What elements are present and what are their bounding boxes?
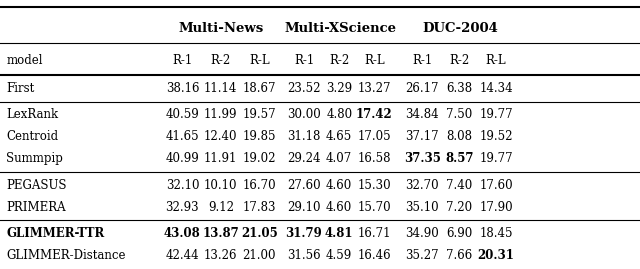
Text: 11.99: 11.99	[204, 108, 237, 121]
Text: 19.02: 19.02	[243, 153, 276, 165]
Text: R-2: R-2	[211, 54, 231, 67]
Text: LexRank: LexRank	[6, 108, 58, 121]
Text: R-1: R-1	[294, 54, 314, 67]
Text: 37.35: 37.35	[404, 153, 441, 165]
Text: 42.44: 42.44	[166, 249, 199, 262]
Text: 17.42: 17.42	[356, 108, 393, 121]
Text: 19.52: 19.52	[479, 130, 513, 143]
Text: 7.50: 7.50	[446, 108, 473, 121]
Text: 3.29: 3.29	[326, 82, 352, 95]
Text: 19.57: 19.57	[243, 108, 276, 121]
Text: 26.17: 26.17	[406, 82, 439, 95]
Text: 19.85: 19.85	[243, 130, 276, 143]
Text: PRIMERA: PRIMERA	[6, 201, 66, 214]
Text: 34.84: 34.84	[406, 108, 439, 121]
Text: 18.45: 18.45	[479, 227, 513, 240]
Text: First: First	[6, 82, 35, 95]
Text: 32.70: 32.70	[406, 179, 439, 192]
Text: 4.60: 4.60	[326, 179, 353, 192]
Text: 4.81: 4.81	[325, 227, 353, 240]
Text: 41.65: 41.65	[166, 130, 199, 143]
Text: R-2: R-2	[449, 54, 470, 67]
Text: Multi-News: Multi-News	[178, 22, 264, 35]
Text: 15.70: 15.70	[358, 201, 391, 214]
Text: R-2: R-2	[329, 54, 349, 67]
Text: 11.91: 11.91	[204, 153, 237, 165]
Text: GLIMMER-Distance: GLIMMER-Distance	[6, 249, 126, 262]
Text: R-L: R-L	[486, 54, 506, 67]
Text: Summpip: Summpip	[6, 153, 63, 165]
Text: DUC-2004: DUC-2004	[422, 22, 498, 35]
Text: 29.24: 29.24	[287, 153, 321, 165]
Text: 17.83: 17.83	[243, 201, 276, 214]
Text: 40.99: 40.99	[166, 153, 199, 165]
Text: 40.59: 40.59	[166, 108, 199, 121]
Text: 16.58: 16.58	[358, 153, 391, 165]
Text: 6.90: 6.90	[446, 227, 473, 240]
Text: 31.18: 31.18	[287, 130, 321, 143]
Text: 13.27: 13.27	[358, 82, 391, 95]
Text: 21.05: 21.05	[241, 227, 278, 240]
Text: 23.52: 23.52	[287, 82, 321, 95]
Text: 16.70: 16.70	[243, 179, 276, 192]
Text: 37.17: 37.17	[406, 130, 439, 143]
Text: 7.20: 7.20	[447, 201, 472, 214]
Text: 10.10: 10.10	[204, 179, 237, 192]
Text: 34.90: 34.90	[406, 227, 439, 240]
Text: 17.05: 17.05	[358, 130, 391, 143]
Text: R-1: R-1	[172, 54, 193, 67]
Text: 35.10: 35.10	[406, 201, 439, 214]
Text: 18.67: 18.67	[243, 82, 276, 95]
Text: 32.93: 32.93	[166, 201, 199, 214]
Text: 32.10: 32.10	[166, 179, 199, 192]
Text: 38.16: 38.16	[166, 82, 199, 95]
Text: 43.08: 43.08	[164, 227, 201, 240]
Text: 19.77: 19.77	[479, 153, 513, 165]
Text: 8.57: 8.57	[445, 153, 474, 165]
Text: GLIMMER-TTR: GLIMMER-TTR	[6, 227, 105, 240]
Text: 16.46: 16.46	[358, 249, 391, 262]
Text: 4.60: 4.60	[326, 201, 353, 214]
Text: R-L: R-L	[364, 54, 385, 67]
Text: 17.90: 17.90	[479, 201, 513, 214]
Text: 4.59: 4.59	[326, 249, 353, 262]
Text: 4.07: 4.07	[326, 153, 353, 165]
Text: 7.40: 7.40	[446, 179, 473, 192]
Text: 4.80: 4.80	[326, 108, 352, 121]
Text: R-L: R-L	[249, 54, 269, 67]
Text: Centroid: Centroid	[6, 130, 58, 143]
Text: 4.65: 4.65	[326, 130, 353, 143]
Text: 29.10: 29.10	[287, 201, 321, 214]
Text: 35.27: 35.27	[406, 249, 439, 262]
Text: 27.60: 27.60	[287, 179, 321, 192]
Text: Multi-XScience: Multi-XScience	[285, 22, 397, 35]
Text: R-1: R-1	[412, 54, 433, 67]
Text: 17.60: 17.60	[479, 179, 513, 192]
Text: 20.31: 20.31	[477, 249, 515, 262]
Text: 13.87: 13.87	[202, 227, 239, 240]
Text: model: model	[6, 54, 43, 67]
Text: 9.12: 9.12	[208, 201, 234, 214]
Text: 15.30: 15.30	[358, 179, 391, 192]
Text: 19.77: 19.77	[479, 108, 513, 121]
Text: 21.00: 21.00	[243, 249, 276, 262]
Text: 8.08: 8.08	[447, 130, 472, 143]
Text: 31.79: 31.79	[285, 227, 323, 240]
Text: 31.56: 31.56	[287, 249, 321, 262]
Text: 16.71: 16.71	[358, 227, 391, 240]
Text: 11.14: 11.14	[204, 82, 237, 95]
Text: 12.40: 12.40	[204, 130, 237, 143]
Text: 14.34: 14.34	[479, 82, 513, 95]
Text: PEGASUS: PEGASUS	[6, 179, 67, 192]
Text: 7.66: 7.66	[446, 249, 473, 262]
Text: 30.00: 30.00	[287, 108, 321, 121]
Text: 6.38: 6.38	[447, 82, 472, 95]
Text: 13.26: 13.26	[204, 249, 237, 262]
